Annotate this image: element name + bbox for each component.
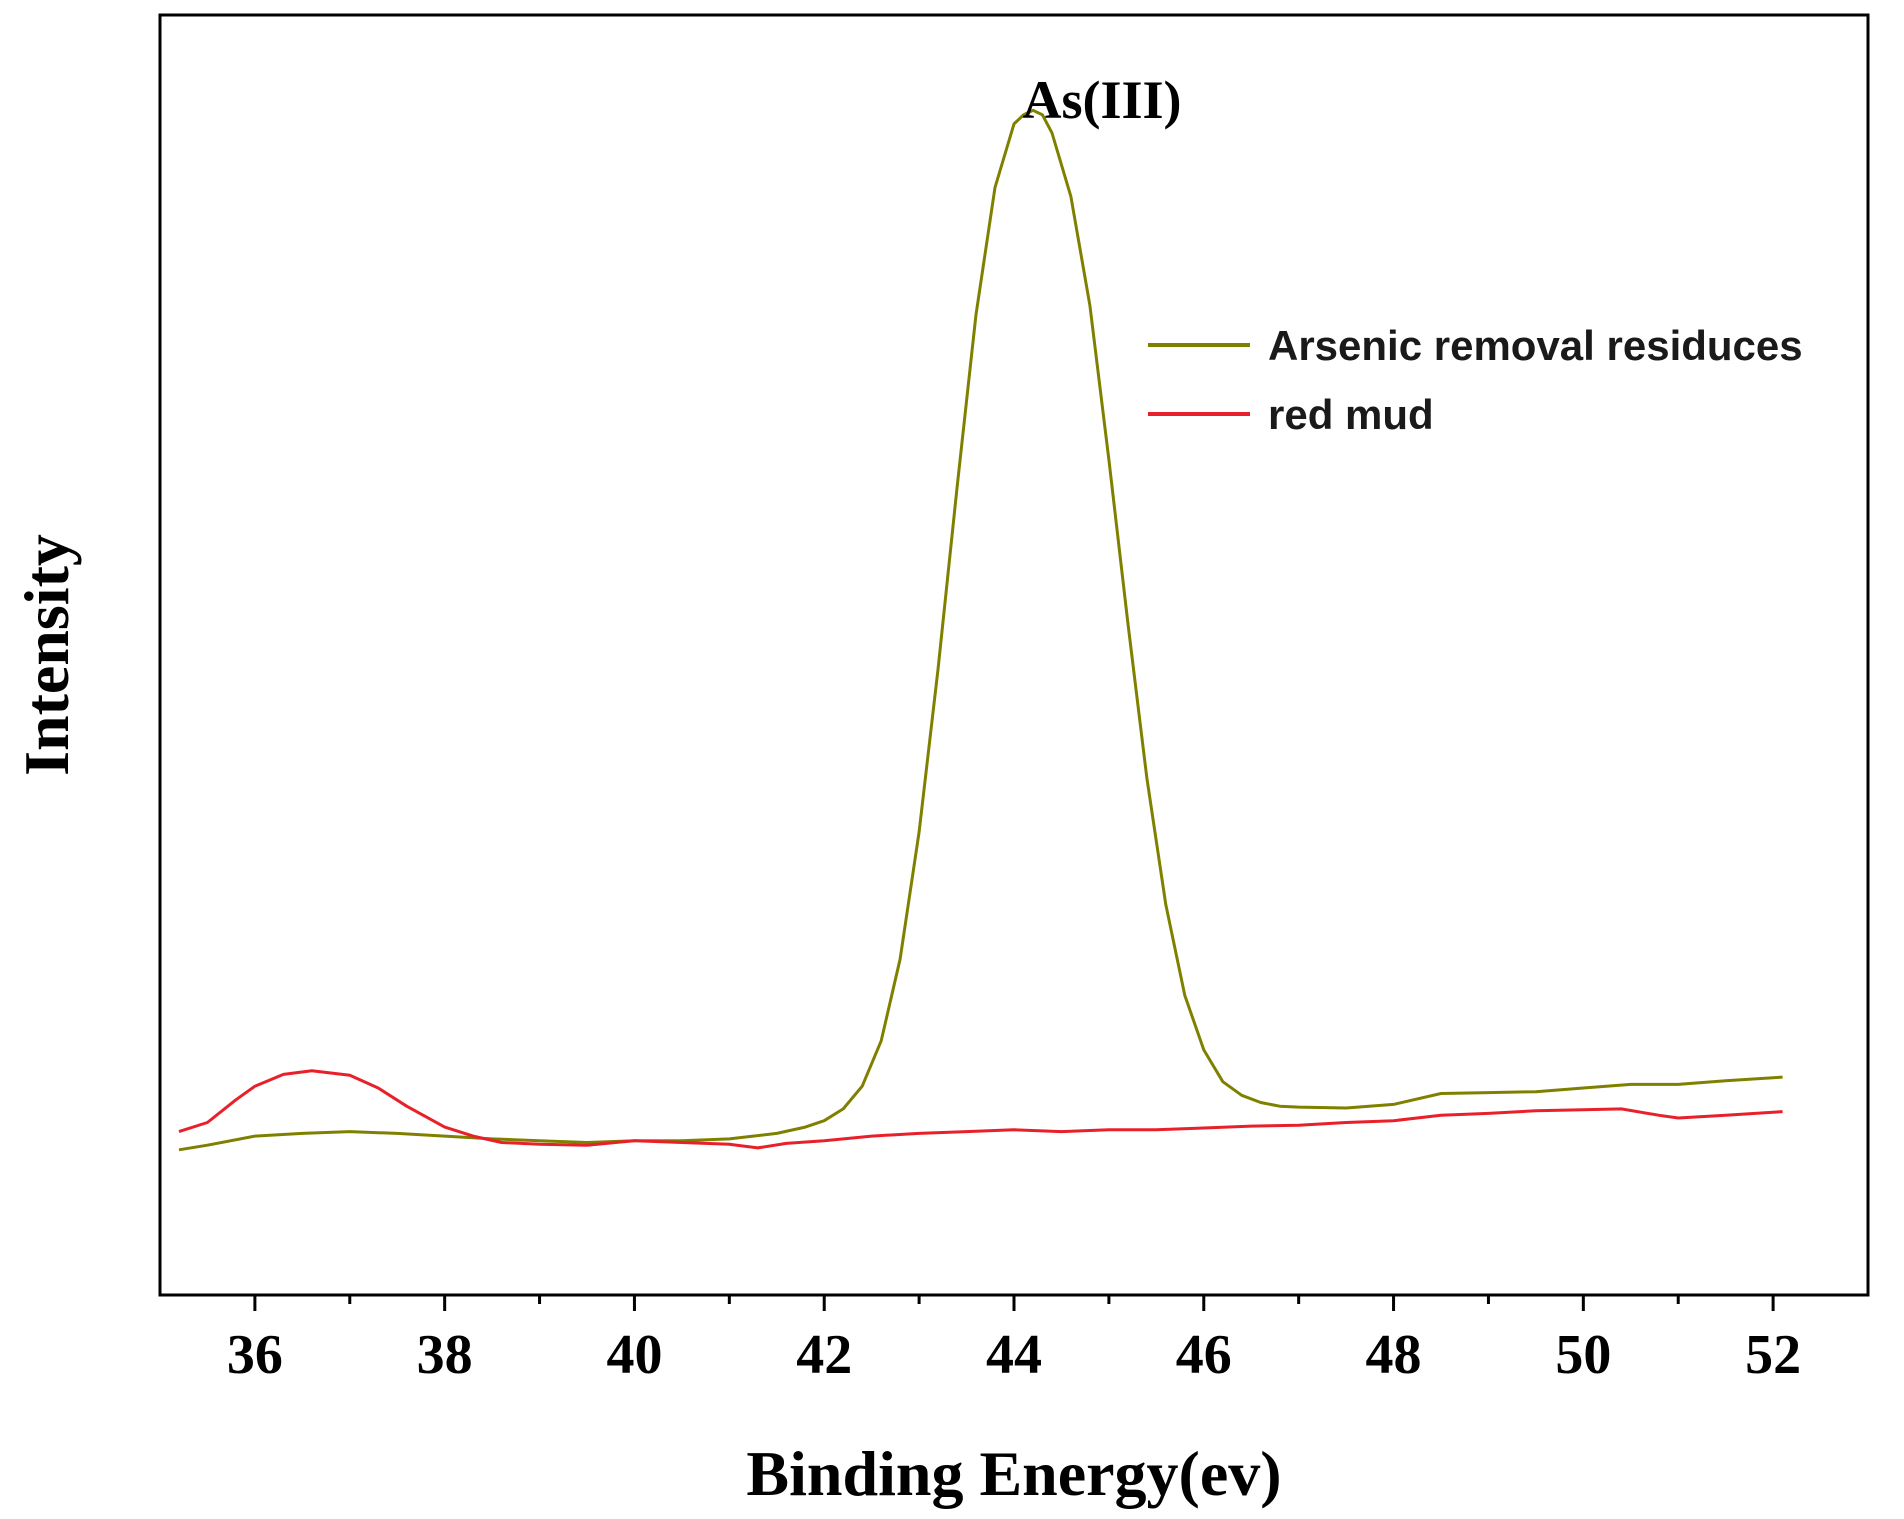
x-tick-label: 48: [1366, 1324, 1422, 1386]
y-axis-title: Intensity: [11, 534, 82, 776]
x-axis: 36 38 40 42 44 46 48 50 52: [227, 1295, 1801, 1386]
x-tick-label: 52: [1745, 1324, 1801, 1386]
x-tick-label: 36: [227, 1324, 283, 1386]
annotation-as-iii: As(III): [1022, 70, 1181, 130]
x-tick-label: 46: [1176, 1324, 1232, 1386]
x-tick-label: 44: [986, 1324, 1042, 1386]
legend-label-red-mud: red mud: [1268, 391, 1434, 438]
series-line-arsenic-removal-residuces: [178, 108, 1783, 1152]
x-tick-label: 50: [1555, 1324, 1611, 1386]
legend: Arsenic removal residuces red mud: [1148, 322, 1803, 438]
series-layer: [178, 108, 1783, 1152]
x-tick-label: 38: [417, 1324, 473, 1386]
x-tick-label: 40: [606, 1324, 662, 1386]
series-line-red-mud: [178, 1069, 1783, 1150]
legend-label-arsenic: Arsenic removal residuces: [1268, 322, 1803, 369]
x-axis-title: Binding Energy(ev): [746, 1438, 1281, 1509]
x-tick-label: 42: [796, 1324, 852, 1386]
